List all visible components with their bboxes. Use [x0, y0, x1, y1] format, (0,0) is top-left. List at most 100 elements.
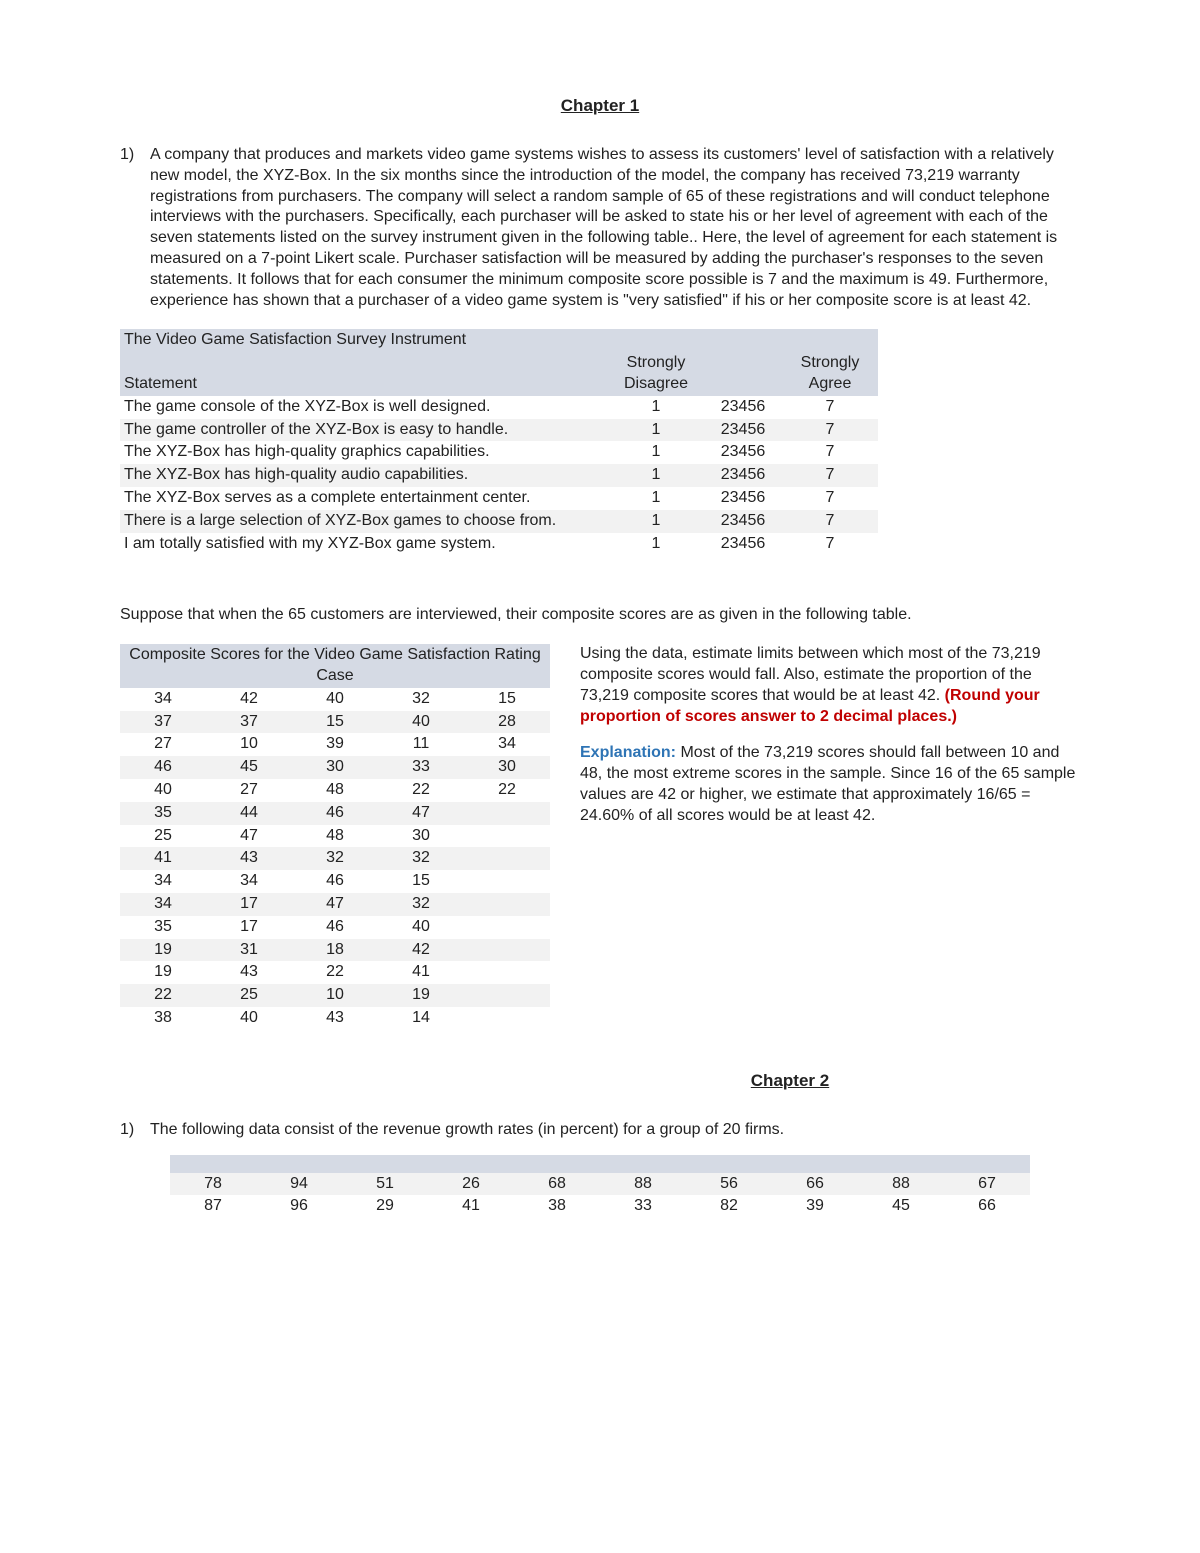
- score-row: 4027482222: [120, 779, 550, 802]
- score-cell: 42: [206, 688, 292, 711]
- score-cell: 22: [464, 779, 550, 802]
- survey-row: The game console of the XYZ-Box is well …: [120, 396, 878, 419]
- score-cell: 10: [206, 733, 292, 756]
- score-cell: 48: [292, 825, 378, 848]
- score-cell: 44: [206, 802, 292, 825]
- scale-mid: 23456: [704, 464, 786, 487]
- score-row: 41433232: [120, 847, 550, 870]
- survey-row: There is a large selection of XYZ-Box ga…: [120, 510, 878, 533]
- revenue-cell: 51: [342, 1173, 428, 1196]
- scale-low: 1: [612, 487, 704, 510]
- revenue-cell: 96: [256, 1195, 342, 1218]
- scale-high: 7: [786, 464, 878, 487]
- scale-mid: 23456: [704, 441, 786, 464]
- score-cell: 45: [206, 756, 292, 779]
- survey-row: The game controller of the XYZ-Box is ea…: [120, 419, 878, 442]
- score-cell: 40: [120, 779, 206, 802]
- score-row: 4645303330: [120, 756, 550, 779]
- score-cell: 37: [206, 711, 292, 734]
- analysis-text: Using the data, estimate limits between …: [580, 644, 1080, 826]
- score-cell: 34: [120, 893, 206, 916]
- col-agree: Strongly Agree: [786, 352, 878, 396]
- score-cell: 22: [292, 961, 378, 984]
- score-cell: 17: [206, 916, 292, 939]
- score-cell: 19: [120, 961, 206, 984]
- score-cell: 35: [120, 802, 206, 825]
- revenue-cell: 66: [772, 1173, 858, 1196]
- revenue-cell: 78: [170, 1173, 256, 1196]
- score-cell: 35: [120, 916, 206, 939]
- statement-cell: The XYZ-Box has high-quality graphics ca…: [120, 441, 612, 464]
- revenue-cell: 41: [428, 1195, 514, 1218]
- scale-mid: 23456: [704, 510, 786, 533]
- score-cell: 32: [378, 893, 464, 916]
- score-cell: 15: [378, 870, 464, 893]
- survey-row: The XYZ-Box has high-quality audio capab…: [120, 464, 878, 487]
- score-cell: 40: [378, 916, 464, 939]
- score-cell: [464, 916, 550, 939]
- score-cell: [464, 1007, 550, 1030]
- col-disagree: Strongly Disagree: [612, 352, 704, 396]
- score-row: 2710391134: [120, 733, 550, 756]
- score-cell: 28: [464, 711, 550, 734]
- chapter2-question-1: 1) The following data consist of the rev…: [120, 1120, 1080, 1141]
- scale-high: 7: [786, 441, 878, 464]
- score-cell: 32: [378, 688, 464, 711]
- scale-low: 1: [612, 464, 704, 487]
- score-cell: 47: [378, 802, 464, 825]
- score-cell: 18: [292, 939, 378, 962]
- question-number: 1): [120, 1120, 150, 1141]
- revenue-cell: 87: [170, 1195, 256, 1218]
- score-cell: 14: [378, 1007, 464, 1030]
- statement-cell: The XYZ-Box has high-quality audio capab…: [120, 464, 612, 487]
- score-row: 35174640: [120, 916, 550, 939]
- score-cell: 43: [206, 847, 292, 870]
- scale-mid: 23456: [704, 487, 786, 510]
- scale-high: 7: [786, 396, 878, 419]
- score-cell: 33: [378, 756, 464, 779]
- revenue-table: 7894512668885666886787962941383382394566: [170, 1155, 1030, 1219]
- statement-cell: The game controller of the XYZ-Box is ea…: [120, 419, 612, 442]
- score-cell: 38: [120, 1007, 206, 1030]
- score-cell: 34: [120, 688, 206, 711]
- score-cell: 46: [292, 802, 378, 825]
- score-cell: 41: [378, 961, 464, 984]
- question-1: 1) A company that produces and markets v…: [120, 145, 1080, 311]
- score-cell: 19: [378, 984, 464, 1007]
- score-cell: 47: [292, 893, 378, 916]
- score-cell: 25: [120, 825, 206, 848]
- score-cell: 32: [292, 847, 378, 870]
- score-cell: 10: [292, 984, 378, 1007]
- score-cell: 37: [120, 711, 206, 734]
- score-row: 25474830: [120, 825, 550, 848]
- score-cell: 39: [292, 733, 378, 756]
- scale-mid: 23456: [704, 396, 786, 419]
- score-cell: 41: [120, 847, 206, 870]
- survey-row: The XYZ-Box serves as a complete enterta…: [120, 487, 878, 510]
- score-cell: 42: [378, 939, 464, 962]
- score-cell: 30: [292, 756, 378, 779]
- scale-low: 1: [612, 533, 704, 556]
- score-cell: 30: [378, 825, 464, 848]
- revenue-cell: 66: [944, 1195, 1030, 1218]
- score-row: 38404314: [120, 1007, 550, 1030]
- statement-cell: The game console of the XYZ-Box is well …: [120, 396, 612, 419]
- score-cell: 15: [292, 711, 378, 734]
- score-row: 35444647: [120, 802, 550, 825]
- revenue-cell: 56: [686, 1173, 772, 1196]
- revenue-row: 78945126688856668867: [170, 1173, 1030, 1196]
- score-row: 34344615: [120, 870, 550, 893]
- score-cell: 27: [120, 733, 206, 756]
- scale-low: 1: [612, 419, 704, 442]
- score-cell: 22: [378, 779, 464, 802]
- score-cell: [464, 893, 550, 916]
- revenue-cell: 33: [600, 1195, 686, 1218]
- score-cell: 32: [378, 847, 464, 870]
- scale-low: 1: [612, 396, 704, 419]
- col-statement: Statement: [120, 352, 612, 396]
- statement-cell: The XYZ-Box serves as a complete enterta…: [120, 487, 612, 510]
- score-cell: [464, 984, 550, 1007]
- score-row: 34174732: [120, 893, 550, 916]
- revenue-cell: 45: [858, 1195, 944, 1218]
- score-cell: 34: [206, 870, 292, 893]
